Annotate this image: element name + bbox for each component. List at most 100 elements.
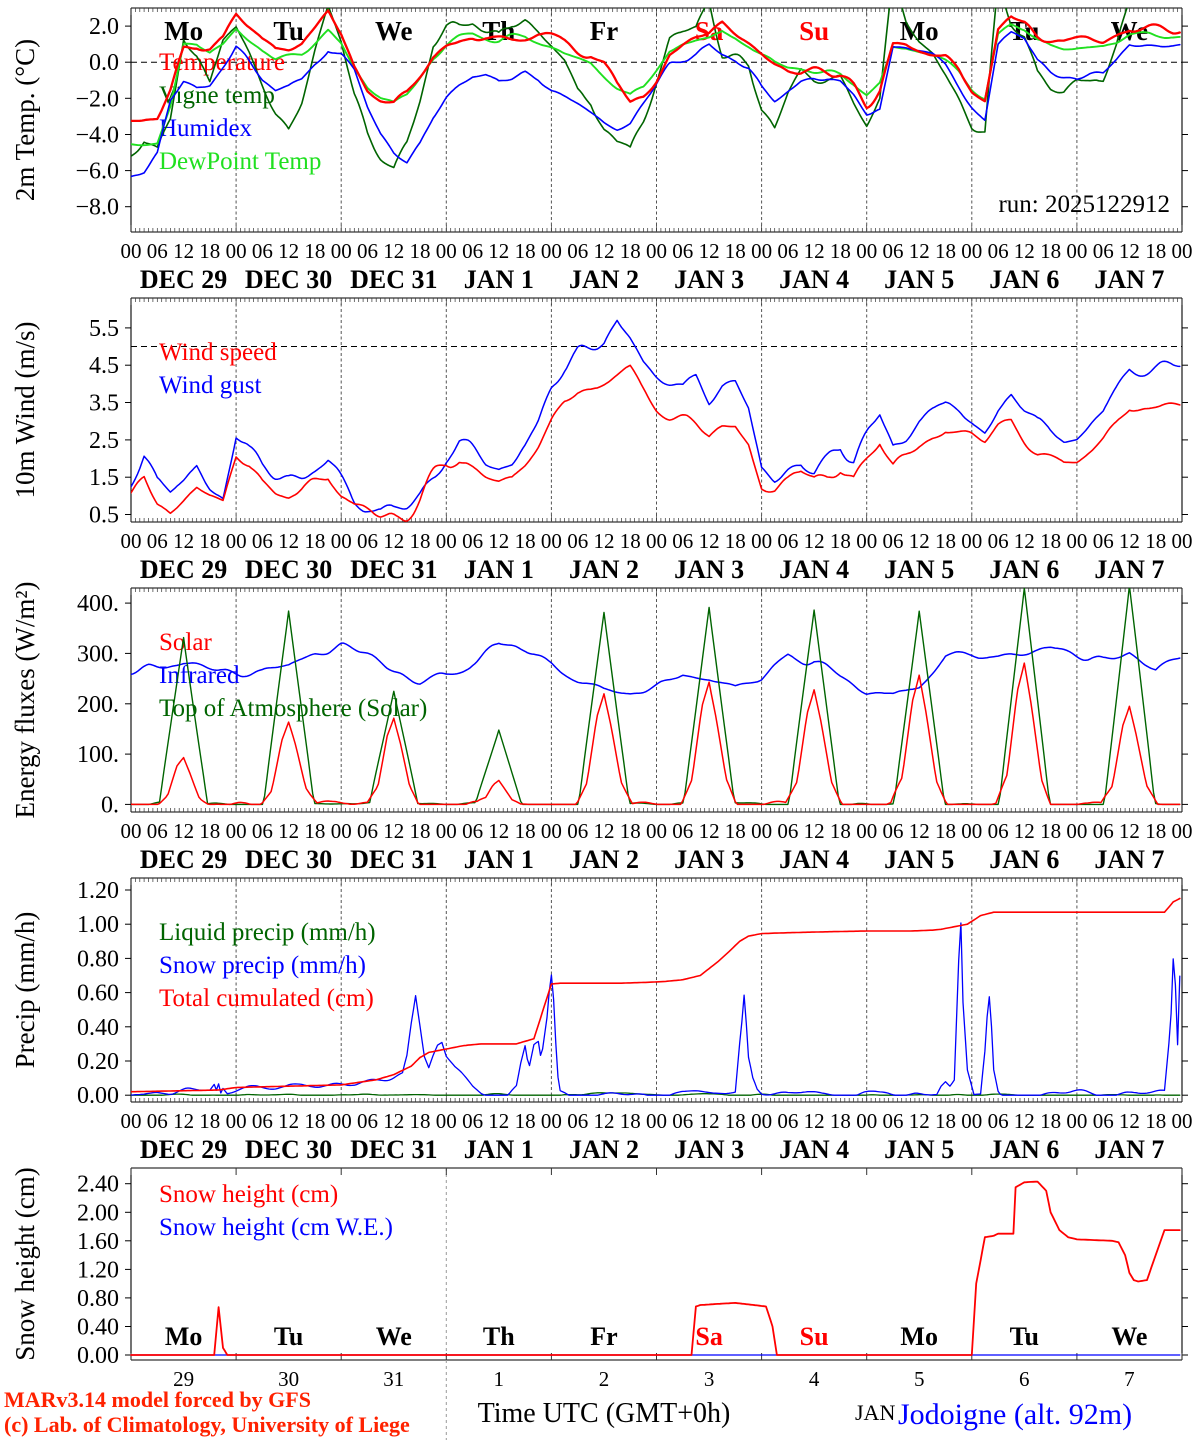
svg-text:We: We [1111,1322,1147,1351]
svg-text:06: 06 [777,1109,798,1133]
svg-text:06: 06 [1093,239,1114,263]
svg-text:00: 00 [1172,1109,1193,1133]
svg-text:18: 18 [1145,239,1166,263]
svg-text:JAN 5: JAN 5 [884,845,954,874]
svg-text:00: 00 [226,239,247,263]
svg-text:2.40: 2.40 [77,1172,119,1198]
svg-text:6: 6 [1019,1367,1030,1391]
svg-text:00: 00 [436,1109,457,1133]
svg-text:JAN 4: JAN 4 [779,555,849,584]
svg-text:00: 00 [121,819,142,843]
svg-text:JAN 1: JAN 1 [464,265,534,294]
svg-text:Th: Th [483,1322,515,1351]
svg-text:12: 12 [1119,529,1140,553]
svg-text:06: 06 [1093,819,1114,843]
svg-text:00: 00 [226,819,247,843]
svg-text:We: We [376,1322,412,1351]
svg-text:JAN 5: JAN 5 [884,1135,954,1164]
svg-text:00: 00 [436,239,457,263]
svg-text:4: 4 [809,1367,820,1391]
svg-text:06: 06 [567,819,588,843]
svg-text:JAN 6: JAN 6 [989,265,1059,294]
svg-text:18: 18 [1145,1109,1166,1133]
svg-text:12: 12 [173,529,194,553]
svg-text:12: 12 [594,529,615,553]
svg-text:12: 12 [383,1109,404,1133]
svg-text:06: 06 [252,239,273,263]
svg-text:JAN 3: JAN 3 [674,845,744,874]
svg-text:JAN 1: JAN 1 [464,555,534,584]
svg-text:06: 06 [567,239,588,263]
svg-text:18: 18 [199,1109,220,1133]
svg-text:00: 00 [961,1109,982,1133]
svg-text:Su: Su [799,16,829,46]
svg-text:JAN 3: JAN 3 [674,265,744,294]
svg-text:18: 18 [304,819,325,843]
svg-text:0.5: 0.5 [89,503,119,529]
svg-text:JAN 5: JAN 5 [884,555,954,584]
svg-text:06: 06 [357,529,378,553]
svg-text:12: 12 [699,529,720,553]
svg-text:12: 12 [804,1109,825,1133]
svg-text:00: 00 [646,1109,667,1133]
svg-text:18: 18 [515,239,536,263]
svg-text:DewPoint Temp: DewPoint Temp [159,148,321,175]
svg-text:Total cumulated (cm): Total cumulated (cm) [159,985,374,1012]
svg-text:Time UTC (GMT+0h): Time UTC (GMT+0h) [478,1398,731,1429]
svg-text:12: 12 [1014,819,1035,843]
svg-text:4.5: 4.5 [89,353,119,379]
svg-text:06: 06 [672,239,693,263]
svg-text:00: 00 [961,819,982,843]
svg-text:12: 12 [909,1109,930,1133]
svg-text:0.40: 0.40 [77,1015,119,1041]
svg-text:00: 00 [751,1109,772,1133]
svg-text:00: 00 [1172,239,1193,263]
svg-text:06: 06 [777,819,798,843]
svg-text:18: 18 [725,529,746,553]
svg-text:18: 18 [935,819,956,843]
svg-text:18: 18 [1040,529,1061,553]
svg-text:18: 18 [410,529,431,553]
svg-text:DEC 30: DEC 30 [245,555,332,584]
svg-text:00: 00 [646,239,667,263]
svg-text:12: 12 [488,239,509,263]
svg-text:06: 06 [883,239,904,263]
svg-text:06: 06 [567,529,588,553]
svg-text:DEC 29: DEC 29 [140,555,227,584]
svg-text:DEC 29: DEC 29 [140,845,227,874]
svg-text:Wind speed: Wind speed [159,339,277,366]
svg-text:2: 2 [599,1367,610,1391]
svg-text:DEC 29: DEC 29 [140,265,227,294]
svg-text:18: 18 [620,239,641,263]
svg-text:06: 06 [462,819,483,843]
svg-text:JAN 1: JAN 1 [464,1135,534,1164]
svg-text:1.20: 1.20 [77,1257,119,1283]
svg-text:00: 00 [331,239,352,263]
svg-text:18: 18 [830,1109,851,1133]
svg-text:DEC 30: DEC 30 [245,1135,332,1164]
svg-text:We: We [375,16,413,46]
svg-text:DEC 31: DEC 31 [350,265,437,294]
svg-text:00: 00 [1172,819,1193,843]
svg-text:Sa: Sa [695,1322,722,1351]
svg-text:JAN 3: JAN 3 [674,1135,744,1164]
svg-text:00: 00 [331,529,352,553]
svg-text:06: 06 [988,819,1009,843]
svg-text:12: 12 [278,239,299,263]
svg-text:12: 12 [594,1109,615,1133]
svg-text:06: 06 [672,1109,693,1133]
svg-text:18: 18 [304,1109,325,1133]
svg-text:5: 5 [914,1367,925,1391]
svg-text:0.20: 0.20 [77,1049,119,1075]
svg-text:0.0: 0.0 [89,50,119,76]
svg-text:06: 06 [883,819,904,843]
svg-text:Tu: Tu [273,16,304,46]
svg-text:DEC 31: DEC 31 [350,1135,437,1164]
svg-text:06: 06 [1093,1109,1114,1133]
svg-text:18: 18 [620,1109,641,1133]
svg-text:Liquid precip (mm/h): Liquid precip (mm/h) [159,919,376,946]
svg-text:JAN 6: JAN 6 [989,845,1059,874]
svg-text:12: 12 [909,239,930,263]
svg-text:06: 06 [357,239,378,263]
svg-text:Mo: Mo [165,1322,203,1351]
